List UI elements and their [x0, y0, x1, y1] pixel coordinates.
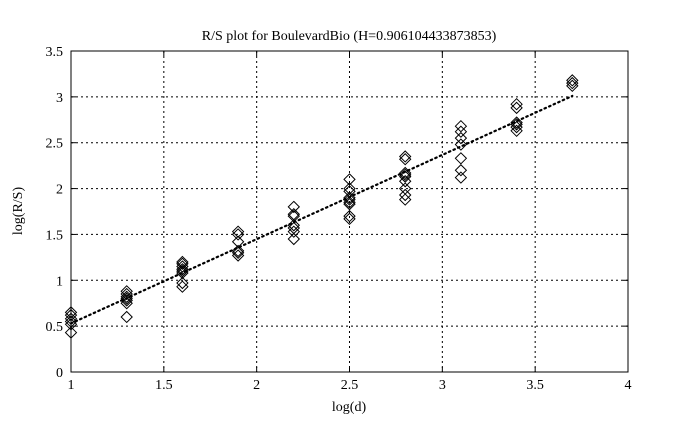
data-point-diamond — [120, 287, 133, 301]
data-point-diamond — [120, 290, 133, 304]
y-tick-label: 0.5 — [46, 320, 64, 335]
data-point-diamond — [120, 297, 133, 310]
axis-ticks — [70, 50, 629, 373]
data-point-diamond — [343, 196, 356, 209]
data-point-diamond — [231, 244, 245, 258]
data-point-diamond — [454, 152, 468, 165]
data-point-diamond — [120, 310, 133, 324]
data-point-diamond — [454, 125, 468, 138]
data-point-diamond — [398, 166, 412, 180]
data-point-diamond — [120, 292, 133, 305]
regression-fit-line — [69, 94, 574, 325]
y-axis-label: log(R/S) — [11, 187, 26, 236]
data-point-diamond — [566, 79, 579, 93]
data-point-diamond — [398, 153, 412, 166]
data-point-diamond — [231, 228, 245, 241]
data-point-diamond — [343, 191, 356, 204]
data-point-diamond — [231, 249, 245, 262]
data-point-diamond — [176, 263, 189, 276]
data-point-diamond — [510, 116, 523, 129]
data-point-diamond — [64, 315, 78, 328]
data-point-diamond — [176, 276, 189, 290]
y-tick-labels: 0 0.5 1 1.5 2 2.5 3 3.5 — [46, 45, 64, 381]
data-point-diamond — [454, 164, 468, 177]
y-tick-label: 1.5 — [46, 228, 64, 243]
data-point-diamond — [343, 173, 356, 186]
data-point-diamond — [343, 185, 356, 198]
data-point-diamond — [510, 101, 523, 115]
data-points — [64, 74, 579, 339]
x-tick-label: 1 — [68, 378, 75, 393]
data-point-diamond — [398, 193, 412, 206]
data-point-diamond — [64, 306, 78, 319]
data-point-diamond — [287, 208, 301, 221]
data-point-diamond — [176, 257, 189, 270]
data-point-diamond — [343, 182, 356, 195]
y-tick-label: 3 — [56, 91, 63, 106]
data-point-diamond — [343, 212, 356, 226]
data-point-diamond — [287, 200, 301, 214]
data-point-diamond — [120, 285, 133, 298]
data-point-diamond — [343, 197, 356, 211]
y-tick-label: 0 — [56, 366, 63, 381]
data-point-diamond — [454, 119, 468, 133]
data-point-diamond — [398, 150, 412, 163]
y-tick-label: 2.5 — [46, 137, 64, 152]
data-point-diamond — [343, 193, 356, 206]
data-point-diamond — [398, 168, 412, 182]
data-point-diamond — [287, 219, 301, 232]
data-point-diamond — [510, 120, 523, 134]
data-point-diamond — [287, 221, 301, 235]
x-tick-label: 4 — [625, 378, 632, 393]
data-point-diamond — [231, 246, 245, 259]
x-tick-labels: 1 1.5 2 2.5 3 3.5 4 — [68, 378, 632, 393]
data-point-diamond — [398, 188, 412, 202]
data-point-diamond — [454, 171, 468, 184]
chart-title: R/S plot for BoulevardBio (H=0.906104433… — [202, 29, 497, 44]
x-tick-label: 2 — [253, 378, 260, 393]
x-tick-label: 3.5 — [526, 378, 544, 393]
x-tick-label: 1.5 — [155, 378, 173, 393]
data-point-diamond — [231, 225, 245, 238]
grid-lines — [71, 51, 628, 372]
data-point-diamond — [287, 225, 301, 238]
data-point-diamond — [176, 280, 189, 293]
data-point-diamond — [343, 209, 356, 223]
data-point-diamond — [287, 232, 301, 246]
data-point-diamond — [231, 235, 245, 248]
data-point-diamond — [176, 260, 189, 273]
data-point-diamond — [566, 74, 579, 87]
y-tick-label: 3.5 — [46, 45, 64, 60]
data-point-diamond — [510, 124, 523, 137]
data-point-diamond — [398, 182, 412, 195]
data-point-diamond — [510, 97, 523, 111]
data-point-diamond — [287, 209, 301, 223]
data-point-diamond — [176, 264, 189, 278]
data-point-diamond — [454, 138, 468, 151]
y-tick-label: 1 — [56, 274, 63, 289]
data-point-diamond — [398, 175, 412, 188]
y-tick-label: 2 — [56, 183, 63, 198]
data-point-diamond — [176, 255, 189, 269]
data-point-diamond — [64, 326, 78, 339]
data-point-diamond — [64, 318, 78, 331]
data-point-diamond — [566, 76, 579, 90]
data-point-diamond — [510, 118, 523, 131]
data-point-diamond — [454, 131, 468, 145]
x-tick-label: 2.5 — [341, 378, 359, 393]
x-tick-label: 3 — [439, 378, 446, 393]
data-point-diamond — [64, 308, 78, 322]
x-axis-label: log(d) — [332, 400, 367, 415]
